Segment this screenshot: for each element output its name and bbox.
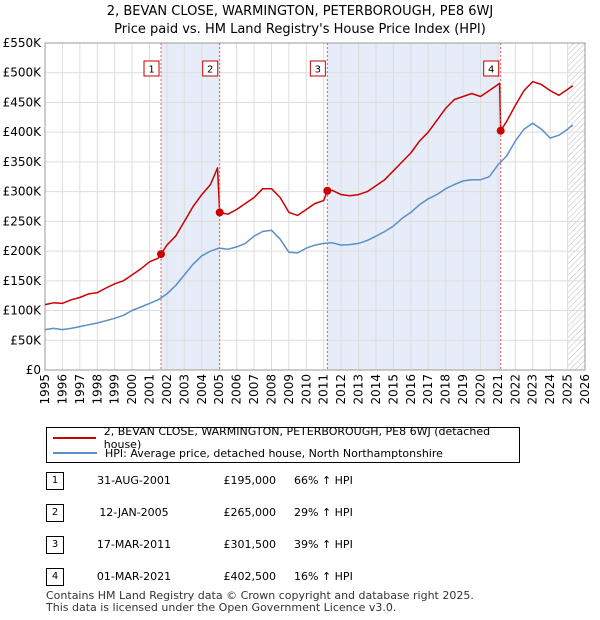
x-tick-label: 2000	[125, 374, 139, 405]
x-tick-label: 2004	[195, 374, 209, 405]
x-tick-label: 2021	[491, 374, 505, 405]
legend-item-property: 2, BEVAN CLOSE, WARMINGTON, PETERBOROUGH…	[53, 425, 519, 451]
y-tick-label: £300K	[3, 185, 43, 199]
sale-marker-label: 2	[207, 65, 213, 76]
sale-price: £195,000	[223, 474, 277, 487]
footer-licence: This data is licensed under the Open Gov…	[46, 601, 397, 614]
plot-frame	[44, 42, 586, 371]
x-tick-label: 2017	[421, 374, 435, 405]
x-tick-label: 2014	[369, 374, 383, 405]
sale-hpi-change: 29% ↑ HPI	[294, 506, 353, 519]
legend: 2, BEVAN CLOSE, WARMINGTON, PETERBOROUGH…	[46, 425, 520, 463]
sale-point	[215, 208, 224, 217]
sale-hpi-change: 16% ↑ HPI	[294, 570, 353, 583]
x-tick-label: 2003	[177, 374, 191, 405]
sale-point	[496, 126, 505, 135]
chart-title: 2, BEVAN CLOSE, WARMINGTON, PETERBOROUGH…	[106, 4, 494, 19]
y-tick-label: £550K	[3, 36, 43, 50]
price-chart: £0 £50K £100K £150K £200K £250K £300K £350K £400…	[3, 36, 592, 405]
x-tick-label: 2007	[247, 374, 261, 405]
sale-point	[157, 250, 166, 259]
legend-swatch-hpi	[53, 452, 97, 454]
chart-subtitle: Price paid vs. HM Land Registry's House …	[114, 22, 486, 37]
hpi-line	[44, 122, 574, 331]
y-tick-label: £450K	[3, 95, 43, 109]
sale-hpi-change: 39% ↑ HPI	[294, 538, 353, 551]
forecast-hatch	[567, 43, 585, 370]
y-tick-label: £50K	[10, 333, 42, 347]
y-tick-label: £200K	[3, 244, 43, 258]
sale-number-badge: 1	[46, 472, 64, 490]
x-tick-label: 2005	[212, 374, 226, 405]
x-tick-label: 2018	[439, 374, 453, 405]
sale-row: 3 17-MAR-2011 £301,500 39% ↑ HPI	[46, 536, 446, 556]
sale-price: £301,500	[223, 538, 277, 551]
x-tick-label: 2019	[456, 374, 470, 405]
sale-date: 31-AUG-2001	[97, 474, 171, 487]
sale-hpi-change: 66% ↑ HPI	[294, 474, 353, 487]
x-tick-label: 2001	[143, 374, 157, 405]
y-tick-label: £500K	[3, 66, 43, 80]
y-tick-label: £100K	[3, 304, 43, 318]
sale-date: 12-JAN-2005	[99, 506, 169, 519]
sale-marker-label: 1	[148, 65, 154, 76]
x-tick-label: 1996	[55, 374, 69, 405]
sale-date: 01-MAR-2021	[96, 570, 172, 583]
sale-number-badge: 3	[46, 536, 64, 554]
x-tick-label: 1998	[90, 374, 104, 405]
x-tick-label: 2026	[578, 374, 592, 405]
x-tick-label: 2008	[264, 374, 278, 405]
sale-row: 4 01-MAR-2021 £402,500 16% ↑ HPI	[46, 568, 446, 588]
legend-swatch-property	[53, 437, 96, 439]
sale-marker-box	[143, 60, 160, 77]
x-tick-label: 2024	[543, 374, 557, 405]
sale-date: 17-MAR-2011	[96, 538, 172, 551]
legend-item-hpi: HPI: Average price, detached house, Nort…	[53, 446, 443, 460]
sale-marker-label: 3	[315, 65, 321, 76]
x-tick-label: 2011	[317, 374, 331, 405]
sale-number-badge: 4	[46, 568, 64, 586]
sale-row: 1 31-AUG-2001 £195,000 66% ↑ HPI	[46, 472, 446, 492]
y-tick-label: £0	[26, 363, 41, 377]
shaded-period	[161, 43, 220, 370]
sale-point	[323, 186, 332, 195]
y-tick-label: £400K	[3, 125, 43, 139]
x-tick-label: 1995	[38, 374, 52, 405]
x-tick-label: 1997	[73, 374, 87, 405]
x-tick-label: 2015	[386, 374, 400, 405]
x-tick-label: 2025	[561, 374, 575, 405]
x-tick-label: 2002	[160, 374, 174, 405]
plot-area	[45, 43, 585, 370]
property-price-line	[44, 80, 574, 306]
footer-copyright: Contains HM Land Registry data © Crown c…	[46, 589, 474, 602]
sale-marker-label: 4	[488, 65, 494, 76]
y-tick-label: £350K	[3, 155, 43, 169]
x-tick-label: 2020	[473, 374, 487, 405]
sale-number-badge: 2	[46, 504, 64, 522]
sale-marker-box	[483, 60, 500, 77]
x-tick-label: 2006	[230, 374, 244, 405]
x-tick-label: 1999	[108, 374, 122, 405]
sale-price: £402,500	[223, 570, 277, 583]
legend-label-hpi: HPI: Average price, detached house, Nort…	[105, 446, 443, 460]
sale-price: £265,000	[223, 506, 277, 519]
x-tick-label: 2009	[282, 374, 296, 405]
sale-marker-box	[202, 60, 219, 77]
x-tick-label: 2022	[508, 374, 522, 405]
x-tick-label: 2023	[526, 374, 540, 405]
footer: Contains HM Land Registry data © Crown c…	[46, 590, 474, 614]
x-tick-label: 2012	[334, 374, 348, 405]
x-tick-label: 2013	[352, 374, 366, 405]
y-tick-label: £150K	[3, 274, 43, 288]
sale-marker-box	[309, 60, 326, 77]
x-tick-label: 2016	[404, 374, 418, 405]
sale-row: 2 12-JAN-2005 £265,000 29% ↑ HPI	[46, 504, 446, 524]
y-tick-label: £250K	[3, 214, 43, 228]
legend-label-property: 2, BEVAN CLOSE, WARMINGTON, PETERBOROUGH…	[103, 425, 491, 451]
x-tick-label: 2010	[299, 374, 313, 405]
shaded-period	[327, 43, 501, 370]
